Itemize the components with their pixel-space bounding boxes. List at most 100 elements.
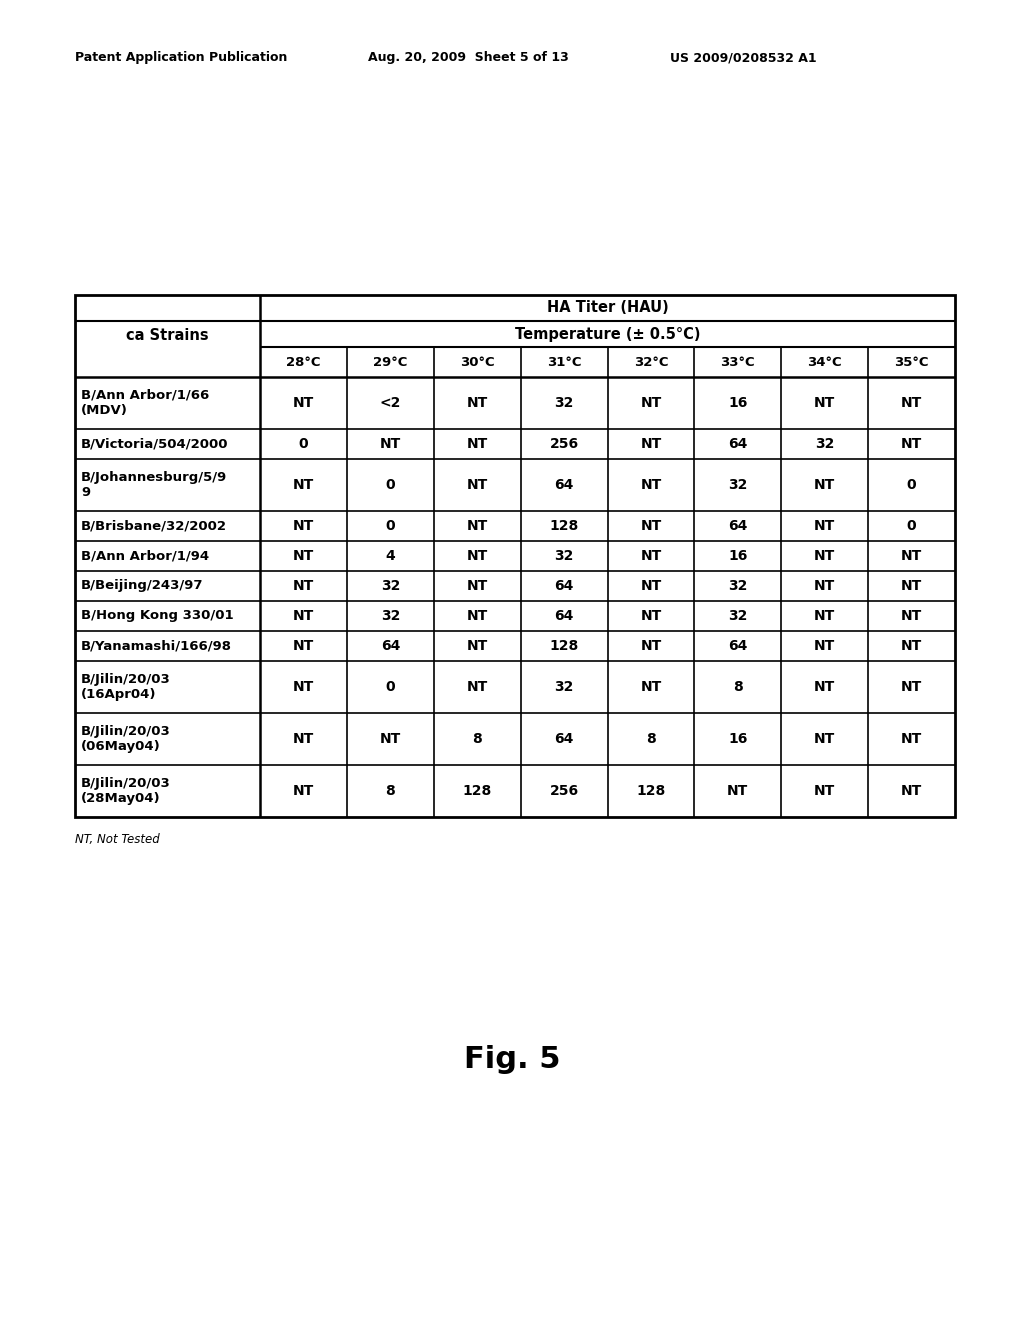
Text: NT: NT	[814, 478, 836, 492]
Text: B/Jilin/20/03
(06May04): B/Jilin/20/03 (06May04)	[81, 725, 171, 752]
Text: NT: NT	[467, 609, 487, 623]
Text: NT: NT	[814, 733, 836, 746]
Text: NT: NT	[467, 437, 487, 451]
Text: NT: NT	[901, 549, 923, 564]
Text: <2: <2	[380, 396, 401, 411]
Text: 64: 64	[554, 733, 573, 746]
Text: 64: 64	[554, 609, 573, 623]
Text: NT: NT	[640, 396, 662, 411]
Text: 0: 0	[299, 437, 308, 451]
Text: Aug. 20, 2009  Sheet 5 of 13: Aug. 20, 2009 Sheet 5 of 13	[368, 51, 568, 65]
Text: NT: NT	[814, 609, 836, 623]
Text: NT: NT	[901, 437, 923, 451]
Text: 0: 0	[385, 478, 395, 492]
Text: 32: 32	[554, 549, 573, 564]
Text: 34°C: 34°C	[807, 355, 842, 368]
Text: US 2009/0208532 A1: US 2009/0208532 A1	[670, 51, 816, 65]
Text: Temperature (± 0.5°C): Temperature (± 0.5°C)	[515, 326, 700, 342]
Text: 30°C: 30°C	[460, 355, 495, 368]
Text: NT: NT	[901, 639, 923, 653]
Text: NT: NT	[640, 478, 662, 492]
Text: 32: 32	[815, 437, 835, 451]
Text: 256: 256	[550, 784, 579, 799]
Text: NT: NT	[467, 579, 487, 593]
Text: NT: NT	[293, 396, 314, 411]
Text: B/Yanamashi/166/98: B/Yanamashi/166/98	[81, 639, 232, 652]
Text: NT: NT	[467, 680, 487, 694]
Text: NT: NT	[901, 680, 923, 694]
Text: NT: NT	[727, 784, 749, 799]
Text: 0: 0	[385, 680, 395, 694]
Text: HA Titer (HAU): HA Titer (HAU)	[547, 301, 669, 315]
Text: B/Johannesburg/5/9
9: B/Johannesburg/5/9 9	[81, 471, 227, 499]
Text: 32: 32	[728, 579, 748, 593]
Text: Fig. 5: Fig. 5	[464, 1045, 560, 1074]
Text: 31°C: 31°C	[547, 355, 582, 368]
Text: 32: 32	[728, 478, 748, 492]
Text: NT: NT	[293, 519, 314, 533]
Text: 8: 8	[733, 680, 742, 694]
Text: NT: NT	[640, 639, 662, 653]
Text: 64: 64	[554, 478, 573, 492]
Text: NT: NT	[293, 680, 314, 694]
Text: NT: NT	[293, 579, 314, 593]
Text: ca Strains: ca Strains	[126, 329, 209, 343]
Text: NT: NT	[640, 437, 662, 451]
Text: 64: 64	[728, 519, 748, 533]
Text: Patent Application Publication: Patent Application Publication	[75, 51, 288, 65]
Text: 64: 64	[554, 579, 573, 593]
Text: 4: 4	[385, 549, 395, 564]
Text: B/Jilin/20/03
(28May04): B/Jilin/20/03 (28May04)	[81, 777, 171, 805]
Text: B/Beijing/243/97: B/Beijing/243/97	[81, 579, 204, 593]
Text: B/Ann Arbor/1/66
(MDV): B/Ann Arbor/1/66 (MDV)	[81, 389, 209, 417]
Text: NT: NT	[293, 733, 314, 746]
Text: NT: NT	[901, 579, 923, 593]
Text: NT: NT	[467, 478, 487, 492]
Text: B/Jilin/20/03
(16Apr04): B/Jilin/20/03 (16Apr04)	[81, 673, 171, 701]
Text: B/Ann Arbor/1/94: B/Ann Arbor/1/94	[81, 549, 209, 562]
Text: NT: NT	[814, 549, 836, 564]
Text: B/Brisbane/32/2002: B/Brisbane/32/2002	[81, 520, 227, 532]
Text: NT, Not Tested: NT, Not Tested	[75, 833, 160, 846]
Text: NT: NT	[640, 579, 662, 593]
Text: NT: NT	[901, 784, 923, 799]
Text: 64: 64	[381, 639, 400, 653]
Text: NT: NT	[814, 680, 836, 694]
Text: 0: 0	[906, 519, 916, 533]
Text: NT: NT	[293, 549, 314, 564]
Text: B/Victoria/504/2000: B/Victoria/504/2000	[81, 437, 228, 450]
Text: NT: NT	[293, 639, 314, 653]
Text: B/Hong Kong 330/01: B/Hong Kong 330/01	[81, 610, 233, 623]
Text: 32: 32	[728, 609, 748, 623]
Text: 64: 64	[728, 639, 748, 653]
Text: 256: 256	[550, 437, 579, 451]
Text: NT: NT	[293, 478, 314, 492]
Text: NT: NT	[640, 549, 662, 564]
Text: NT: NT	[293, 609, 314, 623]
Text: NT: NT	[814, 579, 836, 593]
Text: NT: NT	[467, 396, 487, 411]
Text: NT: NT	[814, 396, 836, 411]
Text: 16: 16	[728, 733, 748, 746]
Text: 33°C: 33°C	[721, 355, 755, 368]
Text: NT: NT	[814, 519, 836, 533]
Text: 32: 32	[554, 396, 573, 411]
Text: NT: NT	[901, 733, 923, 746]
Text: 32: 32	[381, 609, 400, 623]
Text: 128: 128	[550, 519, 579, 533]
Text: NT: NT	[380, 733, 401, 746]
Text: 32: 32	[554, 680, 573, 694]
Text: 32°C: 32°C	[634, 355, 669, 368]
Text: NT: NT	[293, 784, 314, 799]
Text: NT: NT	[814, 784, 836, 799]
Text: NT: NT	[467, 639, 487, 653]
Text: NT: NT	[467, 549, 487, 564]
Text: 32: 32	[381, 579, 400, 593]
Text: 29°C: 29°C	[373, 355, 408, 368]
Text: NT: NT	[901, 609, 923, 623]
Text: 128: 128	[636, 784, 666, 799]
Text: 0: 0	[906, 478, 916, 492]
Bar	[75, 294, 955, 817]
Text: NT: NT	[467, 519, 487, 533]
Text: NT: NT	[640, 680, 662, 694]
